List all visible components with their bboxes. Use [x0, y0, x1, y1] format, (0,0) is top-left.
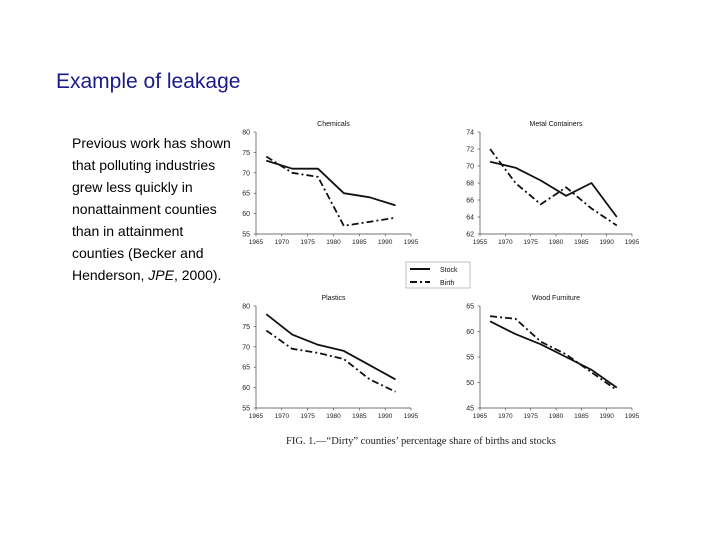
- y-tick-label: 55: [466, 355, 474, 362]
- x-tick-label: 1995: [404, 413, 419, 420]
- panel-title: Chemicals: [317, 121, 350, 128]
- figure-caption: FIG. 1.—“Dirty” counties’ percentage sha…: [286, 436, 556, 447]
- x-tick-label: 1995: [625, 413, 640, 420]
- x-tick-label: 1995: [404, 239, 419, 246]
- legend-box: [405, 261, 471, 289]
- legend: Stock Birth: [405, 261, 471, 289]
- chart-panel: Plastics 1965 1970 1975 1980 1985 1990 1995 55 60…: [242, 295, 418, 420]
- x-tick-label: 1990: [599, 413, 614, 420]
- y-tick-label: 70: [242, 344, 250, 351]
- y-tick-label: 80: [242, 130, 250, 137]
- x-tick-label: 1975: [523, 239, 538, 246]
- stock-series-line: [489, 320, 618, 389]
- stock-series-line: [489, 160, 618, 218]
- stock-series-line: [266, 159, 396, 207]
- body-text-main: Previous work has shown that polluting i…: [72, 135, 231, 283]
- x-tick-label: 1975: [523, 413, 538, 420]
- y-tick-label: 45: [466, 406, 474, 413]
- x-tick-label: 1965: [473, 413, 488, 420]
- x-tick-label: 1970: [275, 413, 290, 420]
- y-tick-label: 60: [466, 329, 474, 336]
- panel-title: Wood Furniture: [532, 295, 580, 302]
- x-tick-label: 1995: [625, 239, 640, 246]
- x-tick-label: 1975: [300, 239, 315, 246]
- y-tick-label: 70: [242, 170, 250, 177]
- body-text-end: , 2000).: [173, 267, 222, 283]
- x-tick-label: 1975: [300, 413, 315, 420]
- x-tick-label: 1990: [599, 239, 614, 246]
- birth-series-line: [265, 155, 396, 227]
- x-tick-label: 1970: [275, 239, 290, 246]
- x-tick-label: 1980: [549, 413, 564, 420]
- x-tick-label: 1990: [378, 239, 393, 246]
- birth-series-line: [489, 148, 618, 227]
- x-tick-label: 1955: [473, 239, 488, 246]
- y-tick-label: 65: [242, 365, 250, 372]
- y-tick-label: 80: [242, 304, 250, 311]
- birth-series-line: [265, 329, 396, 393]
- x-tick-label: 1980: [326, 413, 341, 420]
- y-tick-label: 66: [466, 198, 474, 205]
- x-tick-label: 1980: [549, 239, 564, 246]
- y-tick-label: 70: [466, 164, 474, 171]
- body-text: Previous work has shown that polluting i…: [72, 132, 232, 286]
- y-tick-label: 60: [242, 385, 250, 392]
- chart-panel: Metal Containers 1955 1970 1975 1980 1985 1990…: [466, 121, 639, 246]
- x-tick-label: 1985: [352, 239, 367, 246]
- birth-series-line: [490, 315, 618, 391]
- x-tick-label: 1985: [574, 413, 589, 420]
- panel-title: Plastics: [321, 295, 346, 302]
- y-tick-label: 64: [466, 215, 474, 222]
- x-tick-label: 1965: [249, 413, 264, 420]
- figure-panel-grid: Chemicals 1965 1970 1975 1980 1985 1990 1995 55 6…: [242, 121, 639, 447]
- x-tick-label: 1990: [378, 413, 393, 420]
- legend-stock-label: Stock: [440, 267, 458, 274]
- y-tick-label: 60: [242, 211, 250, 218]
- stock-series-line: [265, 313, 396, 381]
- y-tick-label: 65: [466, 304, 474, 311]
- panel-title: Metal Containers: [530, 121, 583, 128]
- slide-title: Example of leakage: [56, 70, 241, 93]
- x-tick-label: 1980: [326, 239, 341, 246]
- x-tick-label: 1970: [498, 413, 513, 420]
- legend-birth-label: Birth: [440, 280, 455, 287]
- chart-panel: Chemicals 1965 1970 1975 1980 1985 1990 1995 55 6…: [242, 121, 418, 246]
- x-tick-label: 1965: [249, 239, 264, 246]
- journal-name: JPE: [148, 267, 174, 283]
- x-tick-label: 1970: [498, 239, 513, 246]
- y-tick-label: 72: [466, 147, 474, 154]
- y-tick-label: 68: [466, 181, 474, 188]
- y-tick-label: 55: [242, 406, 250, 413]
- y-tick-label: 75: [242, 150, 250, 157]
- chart-panel: Wood Furniture 1965 1970 1975 1980 1985 1990 19…: [466, 295, 639, 420]
- y-tick-label: 74: [466, 130, 474, 137]
- y-tick-label: 65: [242, 191, 250, 198]
- y-tick-label: 62: [466, 232, 474, 239]
- y-tick-label: 55: [242, 232, 250, 239]
- x-tick-label: 1985: [574, 239, 589, 246]
- y-tick-label: 75: [242, 324, 250, 331]
- x-tick-label: 1985: [352, 413, 367, 420]
- y-tick-label: 50: [466, 380, 474, 387]
